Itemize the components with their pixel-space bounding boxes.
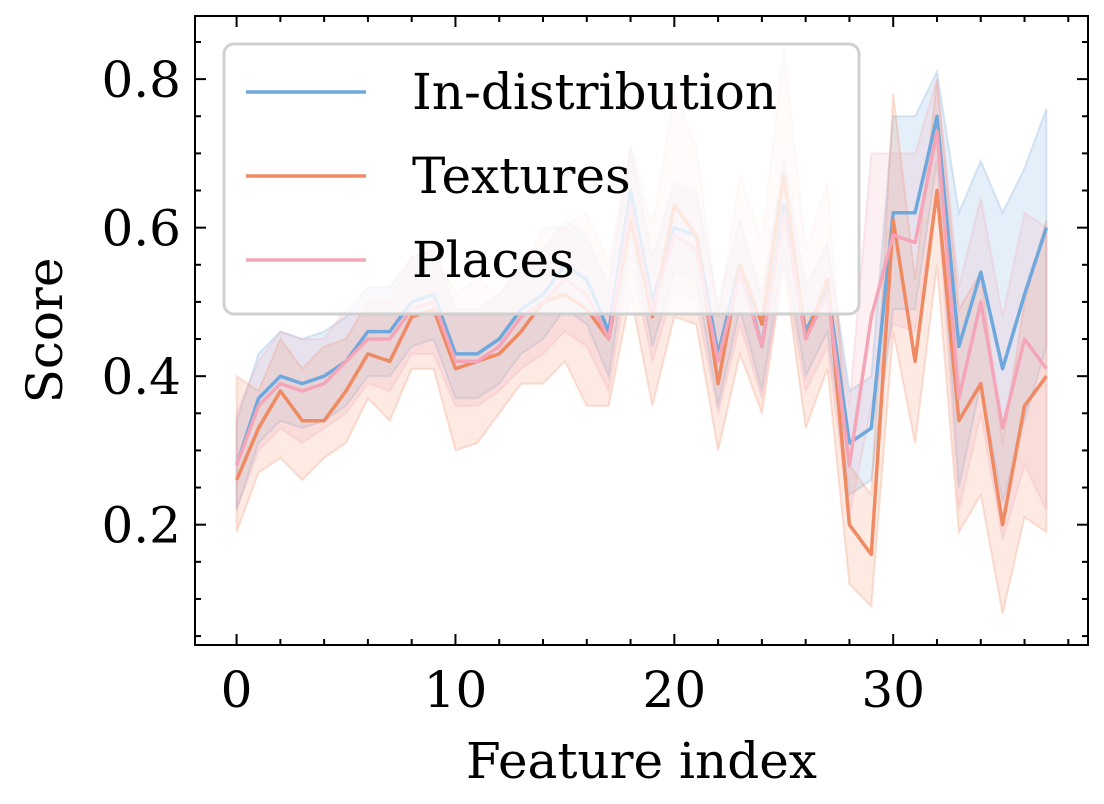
- y-tick-label: 0.8: [101, 51, 181, 109]
- plot-frame: [194, 15, 1089, 646]
- x-axis-label: Feature index: [466, 732, 817, 790]
- legend-label-2: Textures: [412, 147, 631, 205]
- x-tick-label: 30: [861, 661, 925, 719]
- y-tick-label: 0.2: [101, 497, 181, 555]
- y-tick-labels: 0.2 0.4 0.6 0.8: [101, 51, 181, 555]
- x-tick-label: 20: [643, 661, 707, 719]
- y-tick-label: 0.4: [101, 348, 181, 406]
- x-tick-labels: 0 10 20 30: [221, 661, 925, 719]
- legend-label-3: Places: [412, 231, 575, 289]
- y-axis-label: Score: [16, 258, 74, 404]
- legend: In-distribution Textures Places: [222, 42, 861, 316]
- y-tick-label: 0.6: [101, 200, 181, 258]
- axis-ticks: [195, 16, 1088, 645]
- legend-box: [222, 42, 861, 316]
- x-tick-label: 0: [221, 661, 253, 719]
- x-tick-label: 10: [424, 661, 488, 719]
- legend-label-1: In-distribution: [412, 63, 777, 121]
